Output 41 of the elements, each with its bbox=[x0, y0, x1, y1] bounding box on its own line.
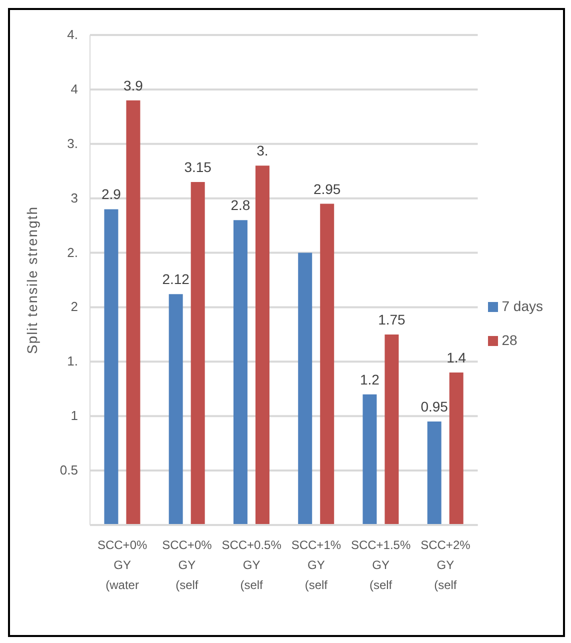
bar bbox=[427, 422, 442, 525]
data-label: 1.75 bbox=[378, 311, 406, 328]
bar bbox=[104, 209, 118, 525]
x-tick-label: SCC+0% GY (self bbox=[162, 538, 212, 592]
x-tick-label: SCC+0% GY (water bbox=[97, 538, 148, 592]
bar bbox=[449, 372, 464, 525]
y-tick-label: 1. bbox=[67, 354, 78, 369]
bar bbox=[362, 394, 377, 525]
bar bbox=[168, 294, 183, 525]
y-tick-label: 0.5 bbox=[60, 462, 78, 478]
data-label: 1.2 bbox=[360, 371, 380, 388]
bar bbox=[190, 182, 205, 525]
y-axis-title: Split tensile strength bbox=[24, 206, 40, 354]
y-tick-label: 2 bbox=[70, 299, 78, 314]
bar bbox=[320, 204, 334, 525]
y-tick-label: 3. bbox=[67, 136, 78, 151]
data-label: 3. bbox=[256, 142, 268, 159]
y-tick-label: 1 bbox=[70, 408, 78, 424]
bar bbox=[298, 252, 312, 525]
y-tick-label: 3 bbox=[70, 190, 78, 206]
data-label: 3.15 bbox=[184, 159, 212, 175]
data-label: 0.95 bbox=[420, 398, 448, 415]
x-tick-label: SCC+0.5% GY (self bbox=[222, 538, 282, 592]
data-label: 1.4 bbox=[446, 350, 466, 366]
bar bbox=[233, 220, 248, 525]
y-tick-label: 2. bbox=[67, 244, 78, 260]
data-label: 2.95 bbox=[313, 180, 341, 197]
bar bbox=[255, 166, 270, 525]
legend-label: 7 days bbox=[502, 298, 543, 314]
data-label: 2.9 bbox=[101, 186, 122, 202]
legend-label: 28 bbox=[502, 332, 518, 348]
x-tick-label: SCC+1% GY (self bbox=[291, 538, 342, 592]
data-label: 2.12 bbox=[162, 271, 190, 288]
data-label: 3.9 bbox=[123, 77, 144, 94]
y-tick-label: 4. bbox=[67, 27, 78, 42]
bar bbox=[384, 334, 399, 525]
data-label: 2.8 bbox=[230, 197, 250, 214]
x-tick-label: SCC+2% GY (self bbox=[420, 538, 471, 592]
bar bbox=[126, 100, 140, 525]
y-tick-label: 4 bbox=[70, 81, 78, 96]
x-tick-label: SCC+1.5% GY (self bbox=[350, 538, 411, 592]
